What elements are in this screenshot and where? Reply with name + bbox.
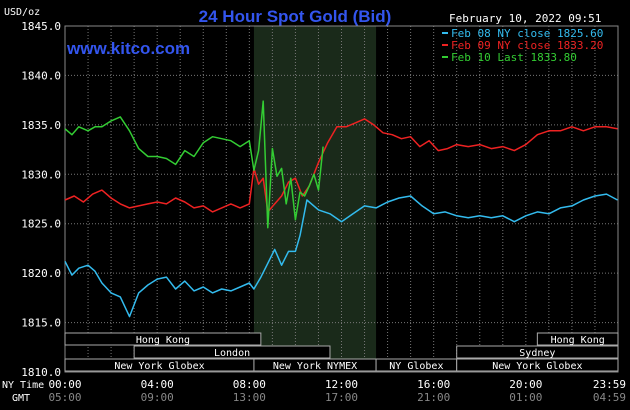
x-tick-label-gmt: 13:00 <box>233 391 266 404</box>
x-tick-label-gmt: 17:00 <box>325 391 358 404</box>
x-tick-label-gmt: 09:00 <box>141 391 174 404</box>
session-box <box>536 332 619 346</box>
session-label: Hong Kong <box>551 335 605 346</box>
plot-frame <box>64 25 619 373</box>
y-tick-label: 1815.0 <box>21 317 61 330</box>
session-label: New York Globex <box>114 361 204 372</box>
session-box <box>64 332 262 346</box>
y-tick-label: 1835.0 <box>21 119 61 132</box>
session-label: Sydney <box>519 348 555 359</box>
series-line-0 <box>64 193 618 318</box>
x-tick-label-gmt: 01:00 <box>509 391 542 404</box>
x-tick-label-ny: 16:00 <box>417 378 450 391</box>
ny-time-label: NY Time <box>2 380 44 391</box>
legend: Feb 08 NY close 1825.60 Feb 09 NY close … <box>442 27 603 64</box>
x-tick-label-ny: 00:00 <box>48 378 81 391</box>
y-tick-label: 1820.0 <box>21 267 61 280</box>
x-tick-label-ny: 08:00 <box>233 378 266 391</box>
y-tick-label: 1830.0 <box>21 168 61 181</box>
x-tick-label-gmt: 05:00 <box>48 391 81 404</box>
y-tick-label: 1840.0 <box>21 69 61 82</box>
x-tick-label-ny: 20:00 <box>509 378 542 391</box>
gmt-label: GMT <box>12 393 30 404</box>
x-tick-label-ny: 23:59 <box>593 378 626 391</box>
legend-feb08: Feb 08 NY close 1825.60 <box>451 27 603 40</box>
y-tick-label: 1825.0 <box>21 218 61 231</box>
timestamp: February 10, 2022 09:51 <box>449 12 601 25</box>
x-tick-label-gmt: 21:00 <box>417 391 450 404</box>
watermark-url: www.kitco.com <box>66 39 190 58</box>
x-tick-label-ny: 04:00 <box>141 378 174 391</box>
session-label: London <box>214 348 250 359</box>
session-label: NY Globex <box>389 361 443 372</box>
session-label: New York Globex <box>492 361 582 372</box>
x-tick-label-ny: 12:00 <box>325 378 358 391</box>
y-axis-unit-label: USD/oz <box>4 7 40 18</box>
session-label: Hong Kong <box>136 335 190 346</box>
nymex-shade <box>253 26 377 372</box>
series-line-2 <box>64 100 324 229</box>
legend-feb10: Feb 10 Last 1833.80 <box>451 51 577 64</box>
y-tick-label: 1810.0 <box>21 366 61 379</box>
legend-feb09: Feb 09 NY close 1833.20 <box>451 39 603 52</box>
y-tick-label: 1845.0 <box>21 20 61 33</box>
session-box <box>133 345 331 359</box>
session-box <box>456 358 619 372</box>
x-tick-label-gmt: 04:59 <box>593 391 626 404</box>
session-label: New York NYMEX <box>273 361 357 372</box>
chart-title: 24 Hour Spot Gold (Bid) <box>199 7 392 26</box>
session-box <box>456 345 619 359</box>
